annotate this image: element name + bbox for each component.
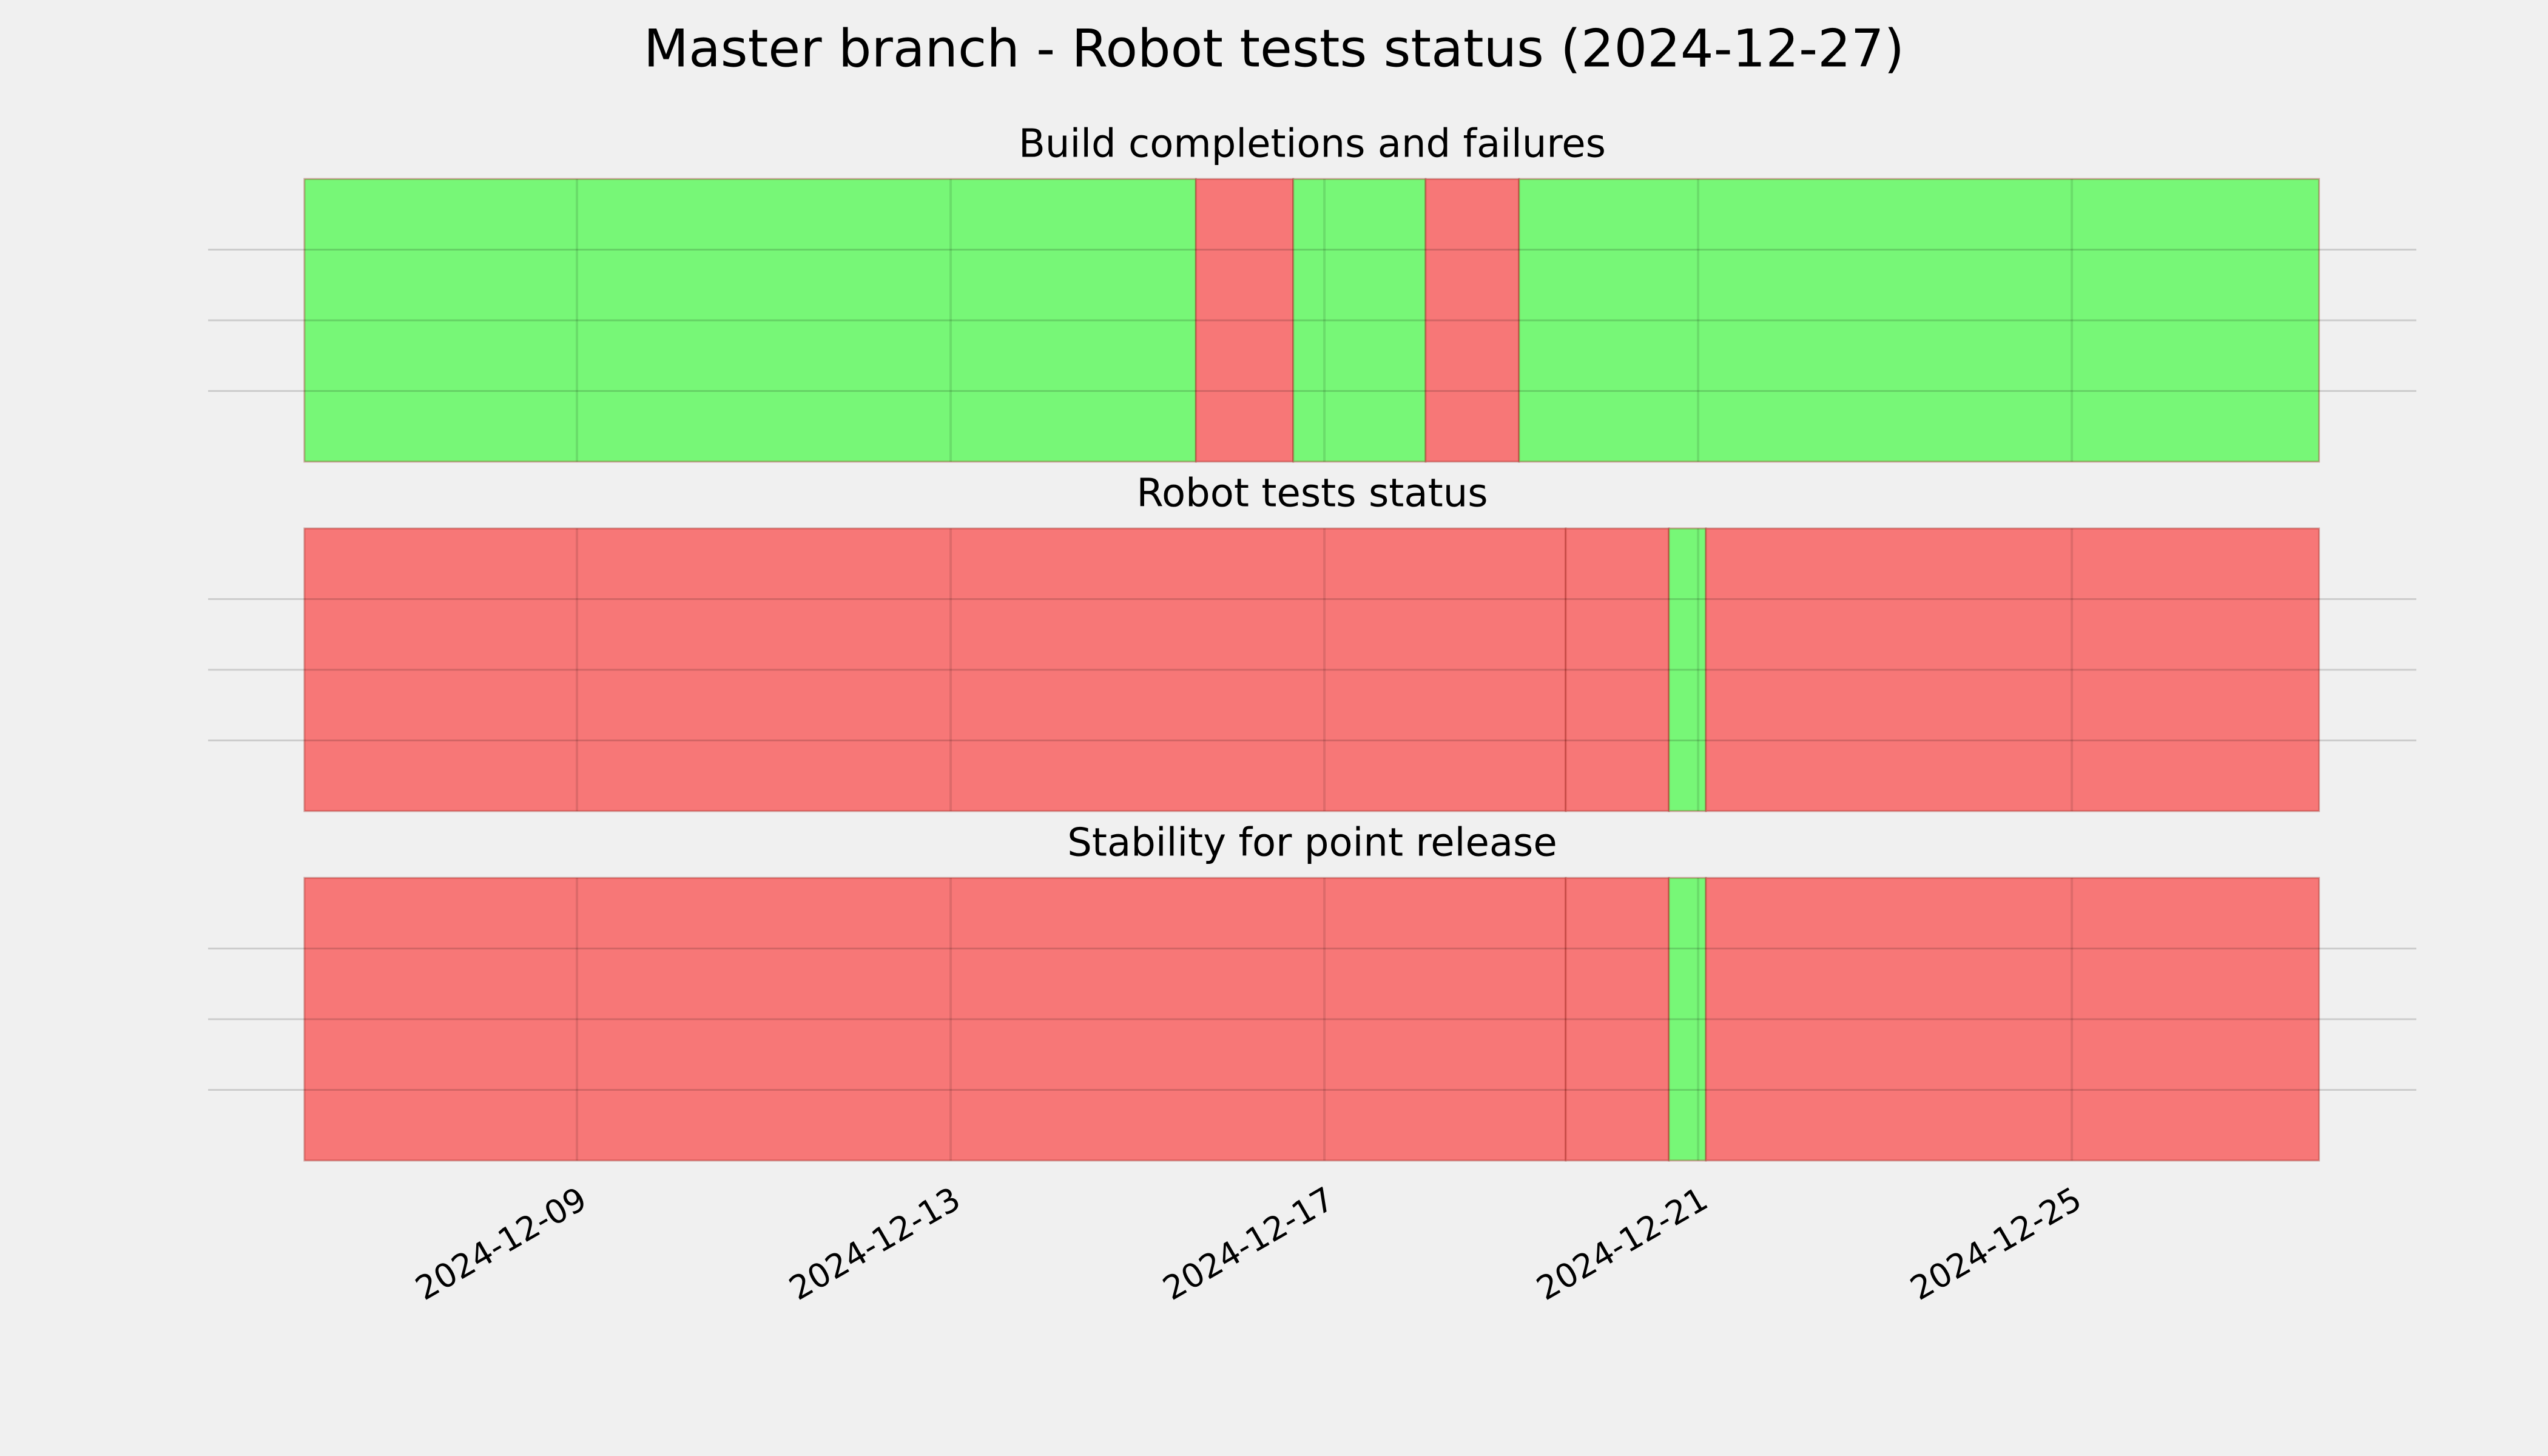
chart-title: Master branch - Robot tests status (2024… — [644, 18, 1904, 79]
panel-title: Robot tests status — [1136, 471, 1488, 516]
status-span — [303, 877, 1567, 1162]
status-span — [1195, 178, 1295, 463]
panel-title: Stability for point release — [1067, 821, 1557, 866]
panel-title: Build completions and failures — [1019, 122, 1606, 167]
status-span — [1565, 877, 1670, 1162]
status-span — [303, 527, 1567, 812]
status-span — [1292, 178, 1427, 463]
status-span — [1424, 178, 1520, 463]
status-span — [1705, 877, 2320, 1162]
status-span — [1565, 527, 1670, 812]
status-span — [1705, 527, 2320, 812]
status-span — [303, 178, 1197, 463]
status-span — [1518, 178, 2320, 463]
